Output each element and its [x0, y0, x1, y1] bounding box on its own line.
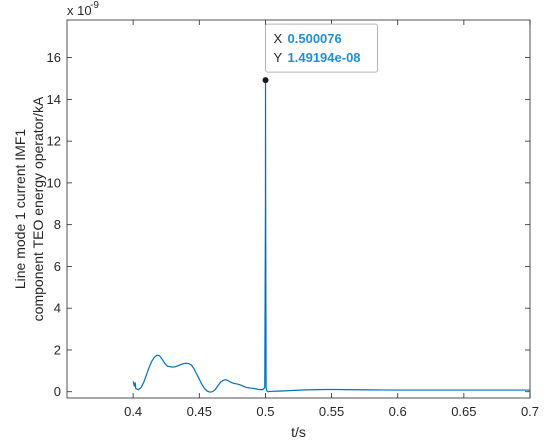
- y-axis-label-line-1: Line mode 1 current IMF1: [12, 129, 28, 290]
- x-tick-label: 0.45: [187, 404, 212, 419]
- y-tick-label: 12: [47, 134, 61, 149]
- y-tick-label: 14: [47, 92, 61, 107]
- datatip-x-value: 0.500076: [288, 31, 342, 46]
- y-axis-label-line-2: component TEO energy operator/kA: [30, 96, 46, 321]
- y-exponent-power: -9: [90, 0, 99, 11]
- datatip-y-value: 1.49194e-08: [288, 50, 361, 65]
- axes-box: [66, 19, 531, 399]
- x-tick-label: 0.6: [389, 404, 407, 419]
- series-line-0: [132, 80, 530, 393]
- y-tick-label: 4: [54, 301, 61, 316]
- x-tick-label: 0.4: [124, 404, 142, 419]
- datatip-box: [265, 23, 379, 73]
- y-tick-label: 16: [47, 50, 61, 65]
- y-tick-label: 2: [54, 342, 61, 357]
- x-tick-label: 0.5: [256, 404, 274, 419]
- x-tick-label: 0.65: [451, 404, 476, 419]
- datatip-y-key: Y: [274, 50, 283, 65]
- y-tick-label: 10: [47, 175, 61, 190]
- plot-area: [67, 20, 530, 398]
- datatip-marker[interactable]: [262, 77, 269, 84]
- y-exponent-base: x 10: [67, 3, 92, 18]
- datatip-x-key: X: [274, 31, 283, 46]
- y-tick-label: 0: [54, 384, 61, 399]
- x-axis-label: t/s: [291, 424, 306, 440]
- y-tick-label: 6: [54, 259, 61, 274]
- x-tick-label: 0.7: [521, 404, 539, 419]
- x-tick-label: 0.55: [319, 404, 344, 419]
- y-tick-label: 8: [54, 217, 61, 232]
